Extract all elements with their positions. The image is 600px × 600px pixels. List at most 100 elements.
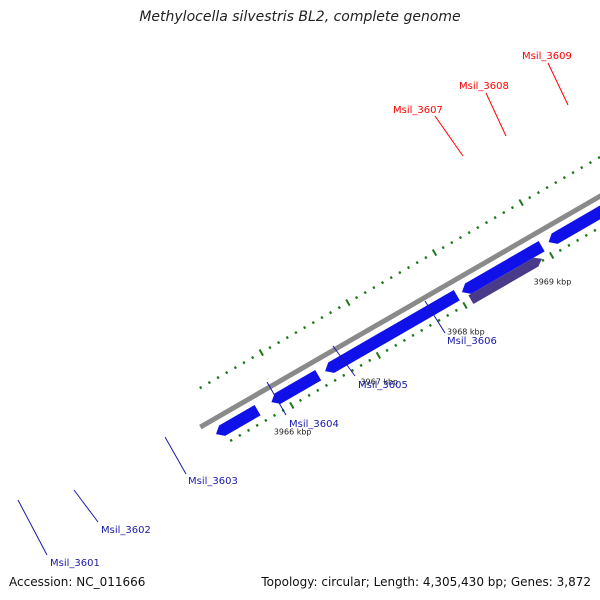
leader-line xyxy=(17,499,48,556)
tick-minor xyxy=(238,433,242,438)
tick-minor xyxy=(372,285,376,290)
tick-minor xyxy=(484,220,489,225)
leader-line xyxy=(485,92,507,137)
tick-minor xyxy=(277,340,281,345)
tick-minor xyxy=(354,295,359,300)
gene-label[interactable]: Msil_3601 xyxy=(50,558,100,569)
gene-label[interactable]: Msil_3603 xyxy=(188,476,238,487)
tick-minor xyxy=(303,325,307,330)
leader-line xyxy=(164,436,187,475)
tick-minor xyxy=(368,358,372,363)
tick-minor xyxy=(359,363,363,368)
tick-minor xyxy=(493,215,497,220)
misc-feature-a[interactable] xyxy=(468,257,542,305)
genome-summary: Topology: circular; Length: 4,305,430 bp… xyxy=(261,575,591,589)
tick-minor xyxy=(324,383,329,388)
tick-minor xyxy=(541,258,545,263)
gene-arrow-msil-3605[interactable] xyxy=(548,197,600,244)
tick-major xyxy=(345,299,351,307)
leader-line xyxy=(332,345,356,377)
gene-arrow-msil-3603[interactable] xyxy=(325,289,460,373)
tick-minor xyxy=(398,270,402,275)
scale-label: 3967 kbp xyxy=(360,377,398,386)
tick-minor xyxy=(394,343,398,348)
tick-minor xyxy=(385,348,389,353)
genome-backbone xyxy=(199,193,600,430)
label-layer: Msil_3601 Msil_3602 Msil_3603 Msil_3604 Msil… xyxy=(17,51,572,569)
tick-minor xyxy=(593,228,597,233)
tick-minor xyxy=(584,233,588,238)
tick-minor xyxy=(528,195,532,200)
accession-label: Accession: NC_011666 xyxy=(9,575,146,589)
tick-minor xyxy=(380,280,385,285)
scale-label: 3968 kbp xyxy=(447,327,485,336)
tick-minor xyxy=(415,260,419,265)
tick-minor xyxy=(411,333,415,338)
tick-major xyxy=(518,199,524,207)
tick-minor xyxy=(441,245,445,250)
tick-major xyxy=(258,349,264,357)
tick-minor xyxy=(337,305,341,310)
tick-minor xyxy=(467,230,471,235)
leader-line xyxy=(424,300,446,334)
gene-layer xyxy=(216,197,600,436)
tick-minor xyxy=(246,428,251,433)
scale-label: 3969 kbp xyxy=(534,277,572,286)
tick-major xyxy=(462,301,468,309)
gene-label[interactable]: Msil_3609 xyxy=(522,51,572,62)
tick-minor xyxy=(294,330,298,335)
tick-minor xyxy=(329,310,333,315)
leader-line xyxy=(434,115,464,157)
tick-minor xyxy=(298,398,303,403)
tick-minor xyxy=(316,388,320,393)
tick-minor xyxy=(255,423,259,428)
tick-minor xyxy=(350,368,355,373)
tick-minor xyxy=(320,315,324,320)
gene-label[interactable]: Msil_3606 xyxy=(447,336,497,347)
tick-minor xyxy=(307,393,311,398)
page-title: Methylocella silvestris BL2, complete ge… xyxy=(139,9,461,25)
tick-minor xyxy=(342,373,346,378)
tick-row-top xyxy=(199,155,600,390)
gene-label[interactable]: Msil_3605 xyxy=(358,380,408,391)
backbone-layer xyxy=(199,193,600,430)
tick-minor xyxy=(450,240,454,245)
tick-minor xyxy=(406,265,411,270)
tick-minor xyxy=(446,313,450,318)
tick-minor xyxy=(588,160,592,165)
tick-minor xyxy=(580,165,584,170)
tick-rows xyxy=(199,155,600,443)
scale-label: 3966 kbp xyxy=(274,427,312,436)
gene-label[interactable]: Msil_3608 xyxy=(459,81,509,92)
tick-minor xyxy=(333,378,337,383)
tick-minor xyxy=(576,238,580,243)
tick-minor xyxy=(272,413,277,418)
tick-minor xyxy=(229,438,233,443)
gene-arrow-msil-3601[interactable] xyxy=(216,404,261,436)
tick-minor xyxy=(558,248,562,253)
tick-minor xyxy=(242,360,246,365)
tick-minor xyxy=(510,205,515,210)
gene-label[interactable]: Msil_3602 xyxy=(101,525,151,536)
gene-arrow-msil-3602[interactable] xyxy=(271,369,322,404)
tick-minor xyxy=(424,255,428,260)
tick-minor xyxy=(264,418,268,423)
tick-minor xyxy=(285,335,289,340)
tick-minor xyxy=(476,225,480,230)
feature-layer xyxy=(468,257,542,305)
tick-minor xyxy=(251,355,255,360)
tick-minor xyxy=(199,385,203,390)
leader-line xyxy=(547,62,569,106)
leader-line xyxy=(73,489,99,523)
gene-label[interactable]: Msil_3607 xyxy=(393,105,443,116)
tick-major xyxy=(431,249,438,257)
tick-major xyxy=(548,251,555,259)
tick-minor xyxy=(597,155,600,160)
tick-minor xyxy=(554,180,558,185)
tick-minor xyxy=(502,210,506,215)
gene-arrow-msil-3604[interactable] xyxy=(461,240,545,294)
tick-minor xyxy=(402,338,406,343)
gene-label[interactable]: Msil_3604 xyxy=(289,419,339,430)
